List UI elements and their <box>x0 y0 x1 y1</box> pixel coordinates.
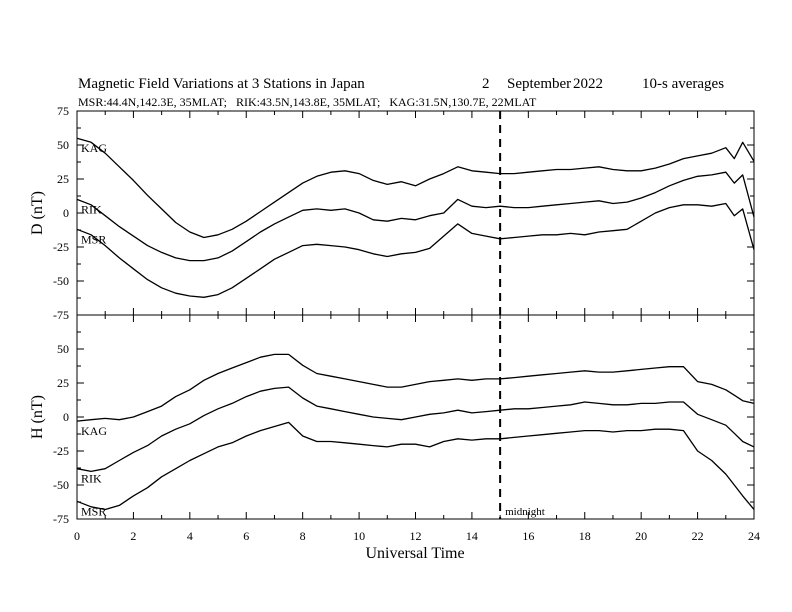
x-tick-label: 4 <box>187 529 193 543</box>
y-tick-label: -75 <box>53 308 69 322</box>
midnight-label: midnight <box>505 506 545 518</box>
x-tick-label: 18 <box>579 529 591 543</box>
y-axis-label: H (nT) <box>29 395 46 439</box>
series-line-kag <box>76 353 755 422</box>
x-tick-label: 6 <box>243 529 249 543</box>
x-tick-label: 12 <box>410 529 422 543</box>
x-tick-label: 2 <box>130 529 136 543</box>
y-tick-label: 50 <box>57 138 69 152</box>
station-label-rik: RIK <box>81 202 102 216</box>
x-tick-label: 24 <box>748 529 760 543</box>
station-info: MSR:44.4N,142.3E, 35MLAT; RIK:43.5N,143.… <box>78 95 537 109</box>
y-tick-label: 50 <box>57 342 69 356</box>
station-label-msr: MSR <box>81 232 106 246</box>
y-tick-label: -75 <box>53 512 69 526</box>
y-axis-label: D (nT) <box>29 191 46 235</box>
x-tick-label: 14 <box>466 529 478 543</box>
x-tick-label: 22 <box>692 529 704 543</box>
averaging-label: 10-s averages <box>642 76 724 92</box>
x-tick-label: 16 <box>522 529 534 543</box>
y-tick-label: 25 <box>57 376 69 390</box>
date-month: September <box>507 76 571 92</box>
series-line-rik <box>76 386 755 473</box>
y-tick-label: -50 <box>53 274 69 288</box>
midnight-marker: midnight <box>499 111 545 519</box>
y-tick-label: 0 <box>63 410 69 424</box>
y-tick-label: -25 <box>53 240 69 254</box>
series-line-rik <box>76 171 755 262</box>
station-label-kag: KAG <box>81 141 107 155</box>
x-tick-label: 20 <box>635 529 647 543</box>
date-year: 2022 <box>573 76 603 92</box>
y-tick-label: 0 <box>63 206 69 220</box>
station-label-msr: MSR <box>81 504 106 518</box>
series-line-msr <box>76 202 755 298</box>
x-tick-label: 10 <box>353 529 365 543</box>
panel-frame <box>76 110 755 316</box>
series-line-kag <box>76 137 755 239</box>
series-line-msr <box>76 421 755 511</box>
x-tick-label: 0 <box>74 529 80 543</box>
y-tick-label: 25 <box>57 172 69 186</box>
h-panel: 50 25 0 -25 -50 -75 H (nT) KAG RIK MSR <box>29 314 755 526</box>
x-axis-label: Universal Time <box>365 545 464 562</box>
date-day: 2 <box>482 76 490 92</box>
chart-title: Magnetic Field Variations at 3 Stations … <box>78 76 365 92</box>
x-axis-ticks: 0 2 4 6 8 10 12 14 16 18 20 22 24 <box>74 529 760 543</box>
y-tick-label: 75 <box>57 104 69 118</box>
y-tick-label: -25 <box>53 444 69 458</box>
station-label-kag: KAG <box>81 424 107 438</box>
x-tick-label: 8 <box>300 529 306 543</box>
station-label-rik: RIK <box>81 472 102 486</box>
d-panel: 75 50 25 0 -25 -50 -75 D (nT) KAG RIK MSR <box>29 104 755 322</box>
y-tick-label: -50 <box>53 478 69 492</box>
